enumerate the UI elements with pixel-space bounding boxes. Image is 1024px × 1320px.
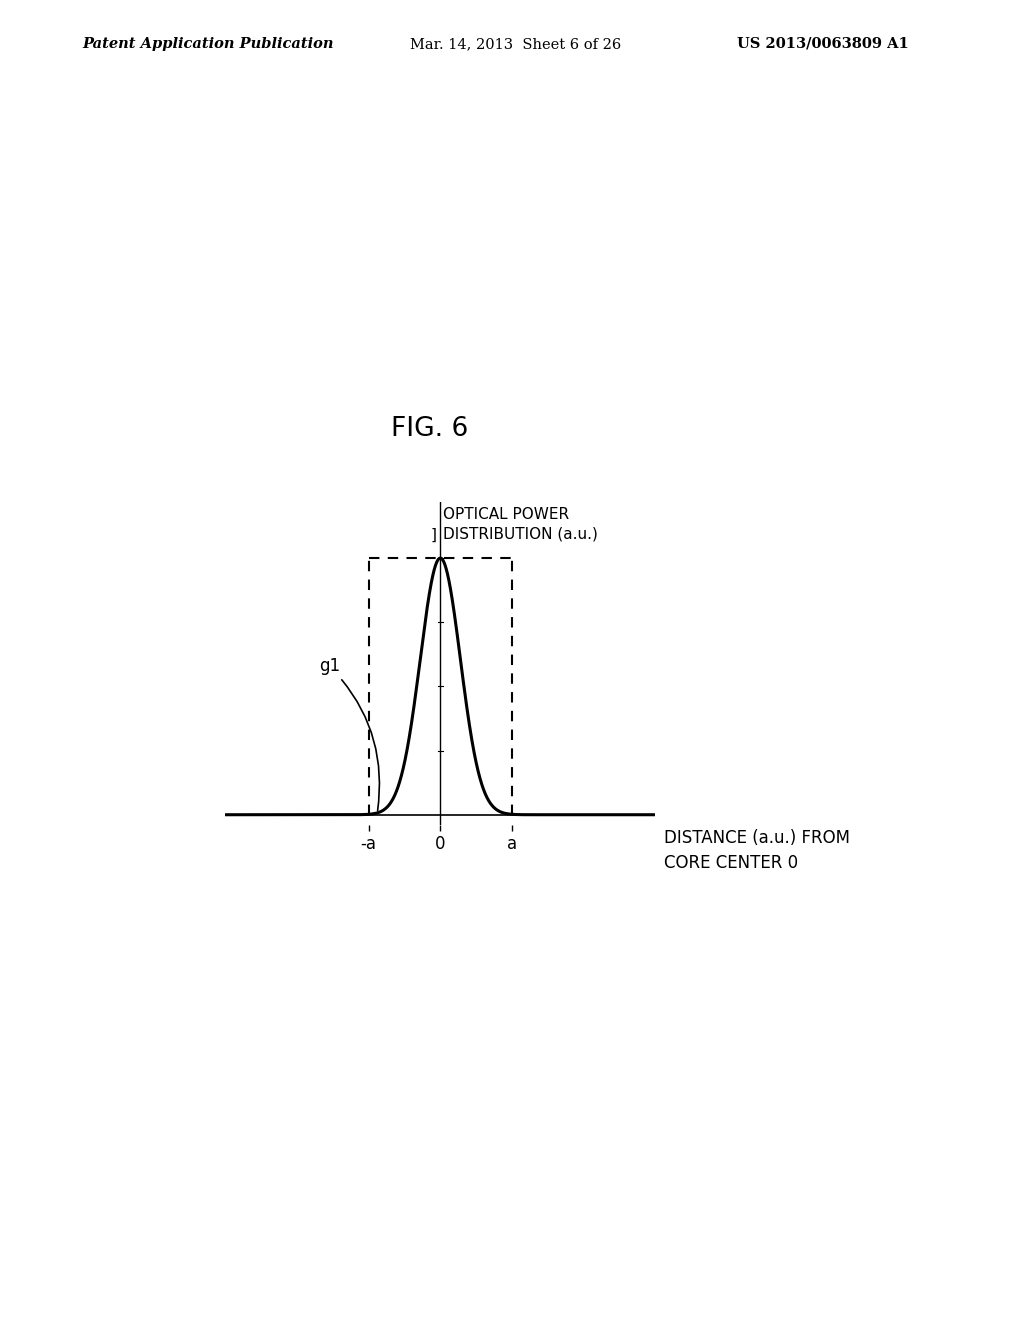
Text: FIG. 6: FIG. 6: [391, 416, 469, 442]
Text: US 2013/0063809 A1: US 2013/0063809 A1: [737, 37, 909, 51]
Text: DISTANCE (a.u.) FROM
CORE CENTER 0: DISTANCE (a.u.) FROM CORE CENTER 0: [664, 829, 850, 871]
Text: ]: ]: [430, 528, 436, 543]
Text: Mar. 14, 2013  Sheet 6 of 26: Mar. 14, 2013 Sheet 6 of 26: [410, 37, 621, 51]
Text: Patent Application Publication: Patent Application Publication: [82, 37, 334, 51]
Text: g1: g1: [318, 657, 380, 810]
Text: OPTICAL POWER
DISTRIBUTION (a.u.): OPTICAL POWER DISTRIBUTION (a.u.): [443, 507, 598, 541]
